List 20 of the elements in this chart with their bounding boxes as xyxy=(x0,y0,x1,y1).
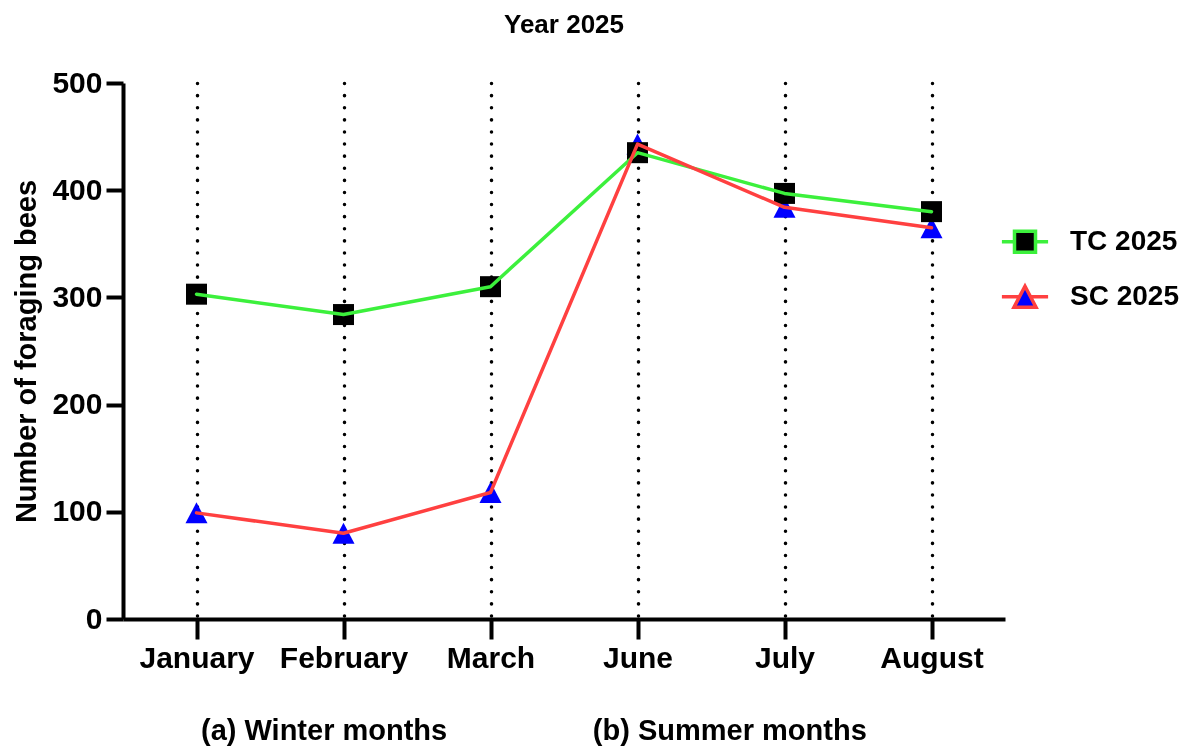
y-tick-label: 200 xyxy=(52,387,103,421)
text: (a) Winter months xyxy=(200,714,448,746)
x-tick-label: July xyxy=(754,640,816,674)
text: (b) Summer months xyxy=(592,714,867,746)
x-tick-label: January xyxy=(139,640,255,674)
legend-label: TC 2025 xyxy=(1070,224,1178,256)
point xyxy=(921,201,942,223)
y-tick-label: 0 xyxy=(85,601,103,635)
x-tick-label: March xyxy=(446,640,536,674)
x-tick-label: February xyxy=(279,640,409,674)
y-tick-label: 300 xyxy=(52,279,103,313)
x-tick-label: June xyxy=(602,640,674,674)
y-tick-label: 400 xyxy=(52,172,103,206)
x-tick-label: August xyxy=(880,640,984,674)
legend-label: SC 2025 xyxy=(1070,279,1179,311)
chart-title: Year 2025 xyxy=(503,9,625,39)
point xyxy=(186,283,207,305)
y-axis-title: Number of foraging bees xyxy=(10,179,43,524)
y-tick-label: 500 xyxy=(52,65,103,99)
y-tick-label: 100 xyxy=(52,494,103,528)
